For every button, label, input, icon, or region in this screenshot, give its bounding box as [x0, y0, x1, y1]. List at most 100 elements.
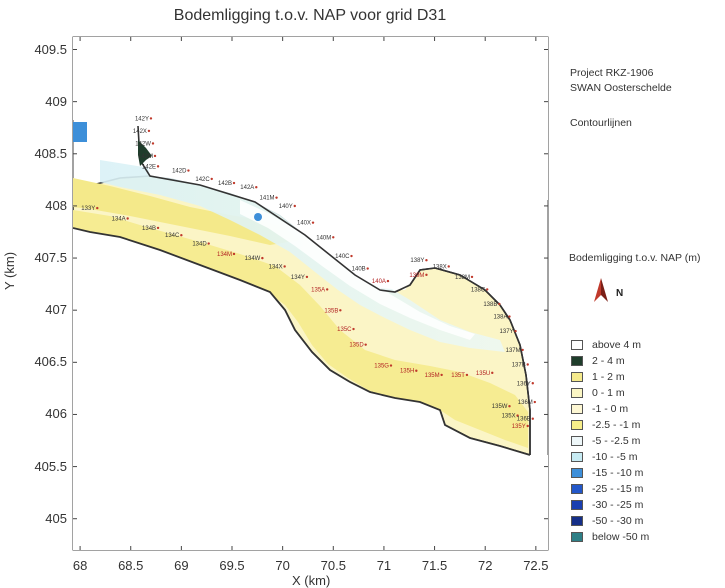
- shore-point-label: 133Y: [81, 206, 95, 212]
- shore-point-marker: [415, 369, 418, 372]
- shore-point-marker: [366, 267, 369, 270]
- shore-point-label: 137Y: [500, 329, 514, 335]
- shore-point-marker: [470, 275, 474, 279]
- shore-point-marker: [207, 242, 210, 245]
- legend-item: below -50 m: [571, 529, 649, 545]
- shore-point-label: 136Y: [517, 381, 531, 387]
- land-bottom: [73, 228, 548, 550]
- shore-point-label: 135B: [324, 308, 338, 314]
- shore-point-marker: [151, 142, 155, 145]
- shore-point-marker: [96, 206, 99, 210]
- shore-point-label: 140B: [352, 267, 366, 273]
- y-tick-label: 407: [45, 302, 67, 318]
- shore-point-marker: [508, 404, 511, 408]
- y-tick-label: 407.5: [34, 250, 67, 266]
- x-axis-label: X (km): [292, 573, 331, 588]
- shore-point-marker: [261, 256, 264, 260]
- x-tick-label: 71: [376, 558, 392, 573]
- legend-title: Bodemligging t.o.v. NAP (m): [569, 252, 701, 264]
- y-tick-label: 408.5: [34, 145, 67, 161]
- sandbank-north: [73, 178, 300, 245]
- legend-item: -15 - -10 m: [571, 465, 649, 481]
- shore-point-label: 138B: [483, 302, 497, 308]
- north-label: N: [616, 288, 624, 299]
- depth-legend: above 4 m 2 - 4 m 1 - 2 m 0 - 1 m -1 - 0 m -2…: [571, 337, 649, 545]
- legend-label: above 4 m: [592, 339, 642, 351]
- shore-point-marker: [465, 373, 469, 377]
- shore-point-label: 135M: [425, 373, 440, 379]
- legend-swatch: [571, 404, 583, 414]
- shore-point-marker: [526, 424, 529, 428]
- legend-swatch: [571, 356, 583, 366]
- shore-point-marker: [232, 181, 236, 185]
- shore-point-marker: [332, 236, 335, 239]
- x-tick-label: 69: [174, 558, 189, 573]
- shore-point-marker: [311, 221, 315, 224]
- legend-label: below -50 m: [592, 531, 650, 543]
- shore-point-label: 140X: [297, 221, 311, 227]
- legend-swatch: [571, 372, 583, 382]
- shore-point-marker: [364, 343, 367, 346]
- shore-point-marker: [352, 327, 355, 331]
- shore-point-label: 140A: [372, 279, 386, 285]
- y-tick-label: 405: [45, 510, 67, 526]
- shore-point-marker: [531, 382, 534, 385]
- legend-label: -2.5 - -1 m: [592, 419, 641, 431]
- shore-point-label: 139M: [409, 273, 424, 279]
- x-tick-label: 70.5: [320, 558, 346, 573]
- shore-point-label: 142Y: [135, 116, 149, 122]
- shore-point-label: 136B: [517, 417, 531, 423]
- legend-item: -1 - 0 m: [571, 401, 649, 417]
- shore-point-label: 142B: [218, 181, 232, 187]
- shore-point-label: 135U: [476, 371, 490, 377]
- shore-point-label: 142D: [172, 169, 187, 175]
- shore-point-label: 141M: [260, 196, 275, 202]
- shore-point-label: 138Y: [410, 258, 424, 264]
- shore-point-marker: [389, 364, 393, 367]
- legend-label: -1 - 0 m: [592, 403, 629, 415]
- shore-point-label: 138C: [471, 287, 486, 293]
- project-label: Project RKZ-1906: [570, 67, 654, 79]
- legend-label: -50 - -30 m: [592, 515, 644, 527]
- shore-point-label: 134M: [217, 252, 232, 258]
- shore-point-marker: [526, 363, 529, 366]
- legend-swatch: [571, 388, 583, 398]
- shore-point-label: 142E: [142, 164, 156, 170]
- shore-point-marker: [293, 204, 296, 208]
- shore-point-label: 140M: [316, 235, 331, 241]
- legend-label: 2 - 4 m: [592, 355, 625, 367]
- x-tick-label: 72: [477, 558, 493, 573]
- shore-point-label: 138M: [455, 275, 470, 281]
- shore-point-marker: [305, 275, 309, 279]
- legend-swatch: [571, 452, 583, 462]
- shore-point-label: 137M: [506, 348, 521, 354]
- y-tick-label: 406: [45, 406, 67, 422]
- deep-spot-1: [73, 122, 87, 142]
- deep-spot-2: [254, 213, 262, 221]
- y-tick-label: 408: [45, 197, 67, 213]
- north-arrow-icon: [594, 278, 608, 302]
- legend-item: -30 - -25 m: [571, 497, 649, 513]
- shore-point-marker: [156, 165, 160, 168]
- shore-point-marker: [447, 265, 450, 268]
- shore-point-label: 135Y: [512, 424, 526, 430]
- shore-point-marker: [425, 259, 428, 262]
- shore-point-label: 142A: [240, 185, 254, 191]
- shore-point-label: 134C: [165, 233, 180, 239]
- legend-item: 2 - 4 m: [571, 353, 649, 369]
- shore-point-marker: [508, 315, 511, 318]
- legend-item: -50 - -30 m: [571, 513, 649, 529]
- shore-point-label: 134X: [269, 264, 283, 270]
- legend-item: 0 - 1 m: [571, 385, 649, 401]
- y-tick-label: 409.5: [34, 41, 67, 57]
- legend-item: above 4 m: [571, 337, 649, 353]
- shore-point-marker: [386, 279, 390, 283]
- legend-label: 1 - 2 m: [592, 371, 625, 383]
- shore-point-marker: [425, 273, 428, 277]
- shore-point-label: 135T: [451, 373, 465, 379]
- shore-point-marker: [149, 117, 153, 120]
- shore-point-marker: [531, 417, 534, 420]
- legend-label: 0 - 1 m: [592, 387, 625, 399]
- shore-point-label: 135G: [374, 364, 389, 370]
